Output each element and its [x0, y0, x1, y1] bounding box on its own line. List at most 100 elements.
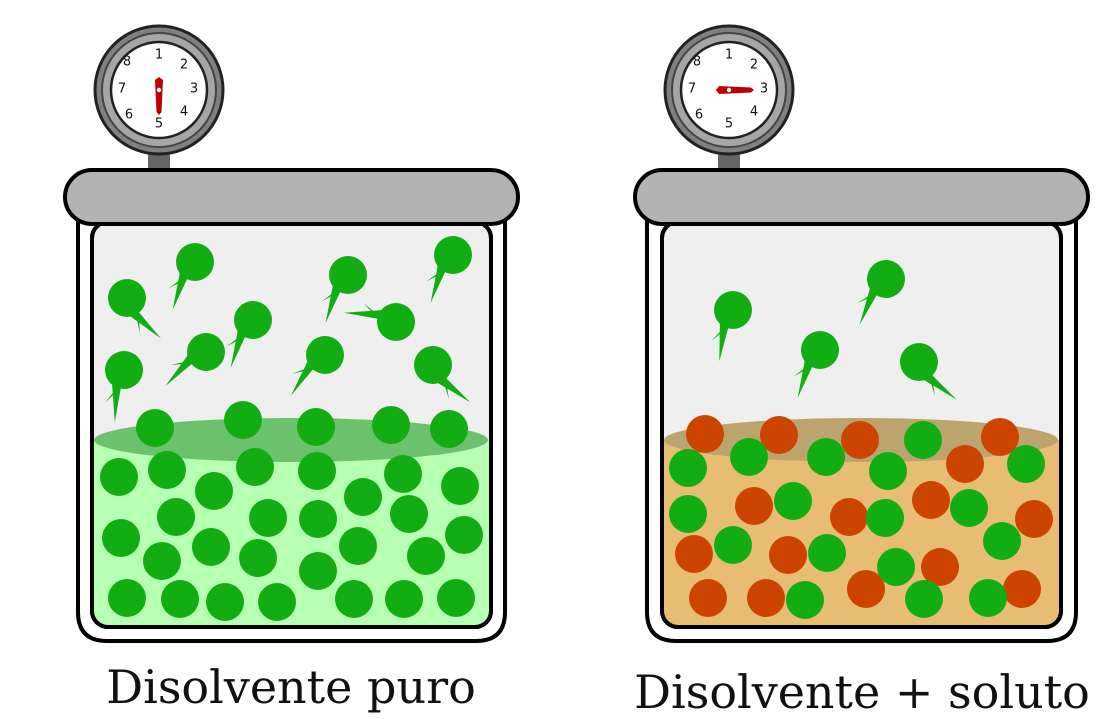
- gauge-number: 3: [760, 82, 768, 97]
- solute-molecule: [1015, 500, 1053, 538]
- solute-molecule: [1003, 570, 1041, 608]
- solvent-molecule: [143, 542, 181, 580]
- solvent-molecule: [669, 449, 707, 487]
- solute-molecule: [981, 418, 1019, 456]
- gauge-number: 6: [125, 108, 133, 123]
- solvent-molecule: [136, 409, 174, 447]
- solvent-molecule: [407, 537, 445, 575]
- solvent-molecule: [339, 527, 377, 565]
- solvent-molecule: [100, 458, 138, 496]
- solvent-molecule: [372, 406, 410, 444]
- vapor-molecule: [105, 351, 143, 423]
- solvent-molecule: [385, 580, 423, 618]
- solvent-molecule: [983, 522, 1021, 560]
- solute-molecule: [830, 498, 868, 536]
- solvent-molecule: [344, 478, 382, 516]
- lid: [63, 168, 520, 226]
- solvent-molecule: [102, 519, 140, 557]
- solvent-molecule: [904, 421, 942, 459]
- gauge-number: 5: [155, 117, 163, 132]
- solvent-molecule: [869, 452, 907, 490]
- gauge-number: 6: [695, 108, 703, 123]
- pressure-gauge: 1 2 3 4 5 6 7 8: [663, 24, 795, 156]
- solvent-molecule: [258, 583, 296, 621]
- solvent-molecule: [249, 499, 287, 537]
- solvent-molecule: [148, 451, 186, 489]
- solvent-molecule: [224, 401, 262, 439]
- solvent-molecule: [441, 467, 479, 505]
- solvent-molecule: [730, 438, 768, 476]
- solvent-molecule: [299, 500, 337, 538]
- gauge-needle: [155, 77, 163, 115]
- vapor-molecule: [168, 243, 214, 311]
- solvent-molecule: [384, 455, 422, 493]
- solute-molecule: [912, 481, 950, 519]
- vapor-molecule: [426, 236, 472, 304]
- pressure-gauge: 1 2 3 4 5 6 7 8: [93, 24, 225, 156]
- gauge-number: 7: [118, 82, 126, 97]
- vapor-molecule: [711, 291, 752, 362]
- solvent-molecule: [669, 495, 707, 533]
- solvent-molecule: [390, 495, 428, 533]
- solvent-molecule: [335, 580, 373, 618]
- vapor-molecule: [343, 303, 415, 341]
- solvent-molecule: [437, 579, 475, 617]
- solute-molecule: [747, 579, 785, 617]
- solvent-molecule: [108, 579, 146, 617]
- vapor-molecule: [165, 333, 225, 387]
- solute-molecule: [847, 570, 885, 608]
- solvent-molecule: [161, 580, 199, 618]
- gauge-number: 1: [725, 48, 733, 63]
- gauge-needle: [716, 86, 754, 94]
- liquid-solution: [664, 440, 1059, 625]
- lid: [633, 168, 1090, 226]
- gauge-number: 7: [688, 82, 696, 97]
- solvent-molecule: [157, 498, 195, 536]
- solvent-molecule: [299, 552, 337, 590]
- solvent-molecule: [195, 472, 233, 510]
- solvent-molecule: [298, 452, 336, 490]
- solvent-molecule: [239, 539, 277, 577]
- solvent-molecule: [714, 526, 752, 564]
- solvent-molecule: [774, 482, 812, 520]
- molecules-right: [669, 260, 1053, 619]
- caption-pure-solvent: Disolvente puro: [106, 660, 476, 714]
- vapor-molecule: [900, 343, 957, 400]
- solvent-molecule: [445, 516, 483, 554]
- molecules-left: [100, 236, 483, 621]
- solvent-molecule: [877, 548, 915, 586]
- gauge-number: 2: [750, 58, 758, 73]
- gauge-number: 1: [155, 48, 163, 63]
- gauge-number: 8: [123, 55, 131, 70]
- gauge-number: 4: [750, 105, 758, 120]
- solvent-molecule: [430, 410, 468, 448]
- solute-molecule: [686, 415, 724, 453]
- vapor-molecule: [321, 256, 367, 324]
- solute-molecule: [760, 416, 798, 454]
- solvent-molecule: [192, 528, 230, 566]
- solvent-molecule: [866, 499, 904, 537]
- solute-molecule: [689, 579, 727, 617]
- gauge-number: 8: [693, 55, 701, 70]
- container-pure-solvent: 1 2 3 4 5 6 7 8: [63, 24, 520, 643]
- solvent-molecule: [206, 583, 244, 621]
- solute-molecule: [921, 548, 959, 586]
- vapor-molecule: [793, 331, 839, 399]
- gauge-number: 3: [190, 82, 198, 97]
- solvent-molecule: [1007, 445, 1045, 483]
- gauge-number: 4: [180, 105, 188, 120]
- solute-molecule: [841, 421, 879, 459]
- solvent-molecule: [905, 580, 943, 618]
- solvent-molecule: [969, 579, 1007, 617]
- vapor-molecule: [226, 301, 272, 369]
- solute-molecule: [769, 536, 807, 574]
- solute-molecule: [946, 445, 984, 483]
- solvent-molecule: [786, 581, 824, 619]
- gauge-number: 5: [725, 117, 733, 132]
- caption-solvent-solute: Disolvente + soluto: [634, 665, 1090, 719]
- solute-molecule: [675, 535, 713, 573]
- solvent-molecule: [297, 408, 335, 446]
- vapor-molecule: [290, 336, 344, 396]
- vapor-molecule: [414, 346, 471, 403]
